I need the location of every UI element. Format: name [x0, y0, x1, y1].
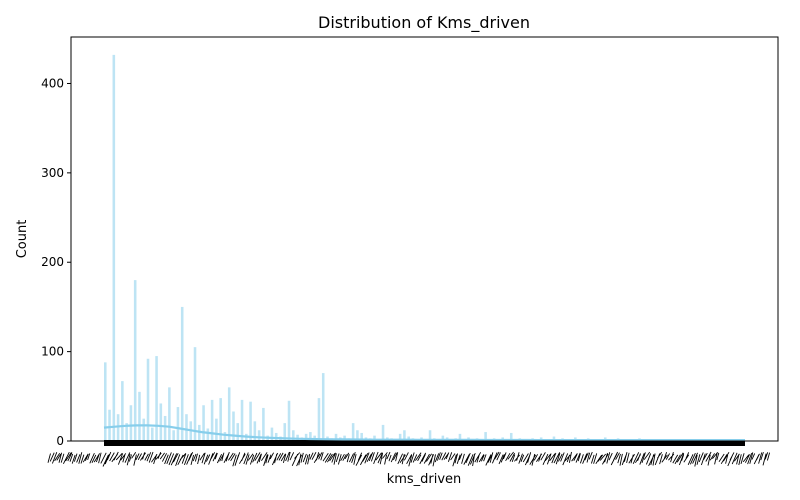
plot-frame: [70, 36, 779, 442]
histogram-bar: [180, 306, 184, 441]
histogram-bar: [108, 409, 111, 441]
histogram-bar: [232, 411, 235, 441]
histogram-bar: [227, 387, 231, 441]
histogram-bar: [270, 427, 274, 441]
histogram-bar: [168, 387, 171, 441]
histogram-bar: [441, 435, 445, 441]
x-tick-label-clutter: [47, 451, 771, 467]
histogram-bar: [356, 430, 359, 441]
histogram-bar: [104, 362, 107, 441]
histogram-bar: [163, 415, 167, 441]
histogram-bar: [484, 432, 487, 441]
histogram-bar: [351, 423, 355, 441]
histogram-bar: [155, 356, 158, 441]
histogram-bar: [317, 398, 321, 441]
histogram-bar: [198, 424, 201, 441]
histogram-bar: [253, 421, 257, 441]
histogram-bar: [219, 398, 222, 441]
histogram-bar: [249, 401, 252, 441]
kde-curve: [103, 424, 745, 442]
histogram-bar: [373, 435, 376, 441]
histogram-bar: [151, 427, 154, 441]
histogram-bar: [129, 405, 133, 441]
histogram-bar: [428, 430, 432, 441]
histogram-bar: [321, 373, 325, 441]
y-tick-label: 300: [41, 166, 64, 180]
histogram-bar: [240, 399, 244, 441]
histogram-bar: [360, 432, 363, 441]
x-tick-marks: [104, 440, 745, 446]
histogram-bar: [206, 428, 210, 441]
histogram-bar: [334, 433, 338, 441]
x-tick-labels-overlapping: [47, 451, 771, 467]
chart-title: Distribution of Kms_driven: [318, 13, 530, 33]
histogram-bar: [458, 433, 462, 441]
histogram-bar: [215, 418, 218, 441]
y-axis-label: Count: [15, 220, 30, 259]
histogram-bar: [142, 418, 146, 441]
histogram-bar: [121, 381, 124, 441]
histogram-bar: [403, 430, 406, 441]
histogram-bar: [146, 358, 150, 441]
histogram-bar: [185, 414, 188, 441]
histogram-bar: [309, 432, 312, 441]
plot-area: [70, 36, 779, 446]
histogram-bar: [262, 407, 265, 441]
histogram-bar: [116, 414, 120, 441]
histogram-bar: [236, 423, 240, 441]
histogram-bar: [283, 423, 287, 441]
histogram-bar: [193, 347, 197, 441]
histogram-bar: [133, 280, 137, 441]
histogram-bar: [112, 54, 116, 441]
histogram-bar: [202, 405, 205, 441]
histogram-bar: [176, 407, 180, 441]
histogram-bar: [304, 433, 308, 441]
histogram-bar: [509, 432, 513, 441]
histogram-bar: [292, 430, 295, 441]
y-tick-label: 400: [41, 76, 64, 90]
y-axis: 0 100 200 300 400: [41, 76, 71, 448]
y-tick-label: 200: [41, 255, 64, 269]
histogram-bar: [381, 424, 385, 441]
histogram-bar: [138, 391, 141, 441]
histogram-bar: [223, 432, 227, 441]
y-tick-label: 100: [41, 345, 64, 359]
x-axis-label: kms_driven: [387, 472, 462, 487]
histogram-bar: [398, 433, 402, 441]
histogram-bar: [172, 430, 175, 441]
x-tick-band: [104, 440, 745, 446]
histogram-bar: [125, 423, 128, 441]
histogram-bar: [210, 399, 214, 441]
histogram-bar: [287, 400, 291, 441]
histogram-bar: [159, 403, 163, 441]
histogram-bar: [552, 436, 556, 441]
y-tick-label: 0: [56, 434, 64, 448]
histogram-bar: [257, 430, 261, 441]
